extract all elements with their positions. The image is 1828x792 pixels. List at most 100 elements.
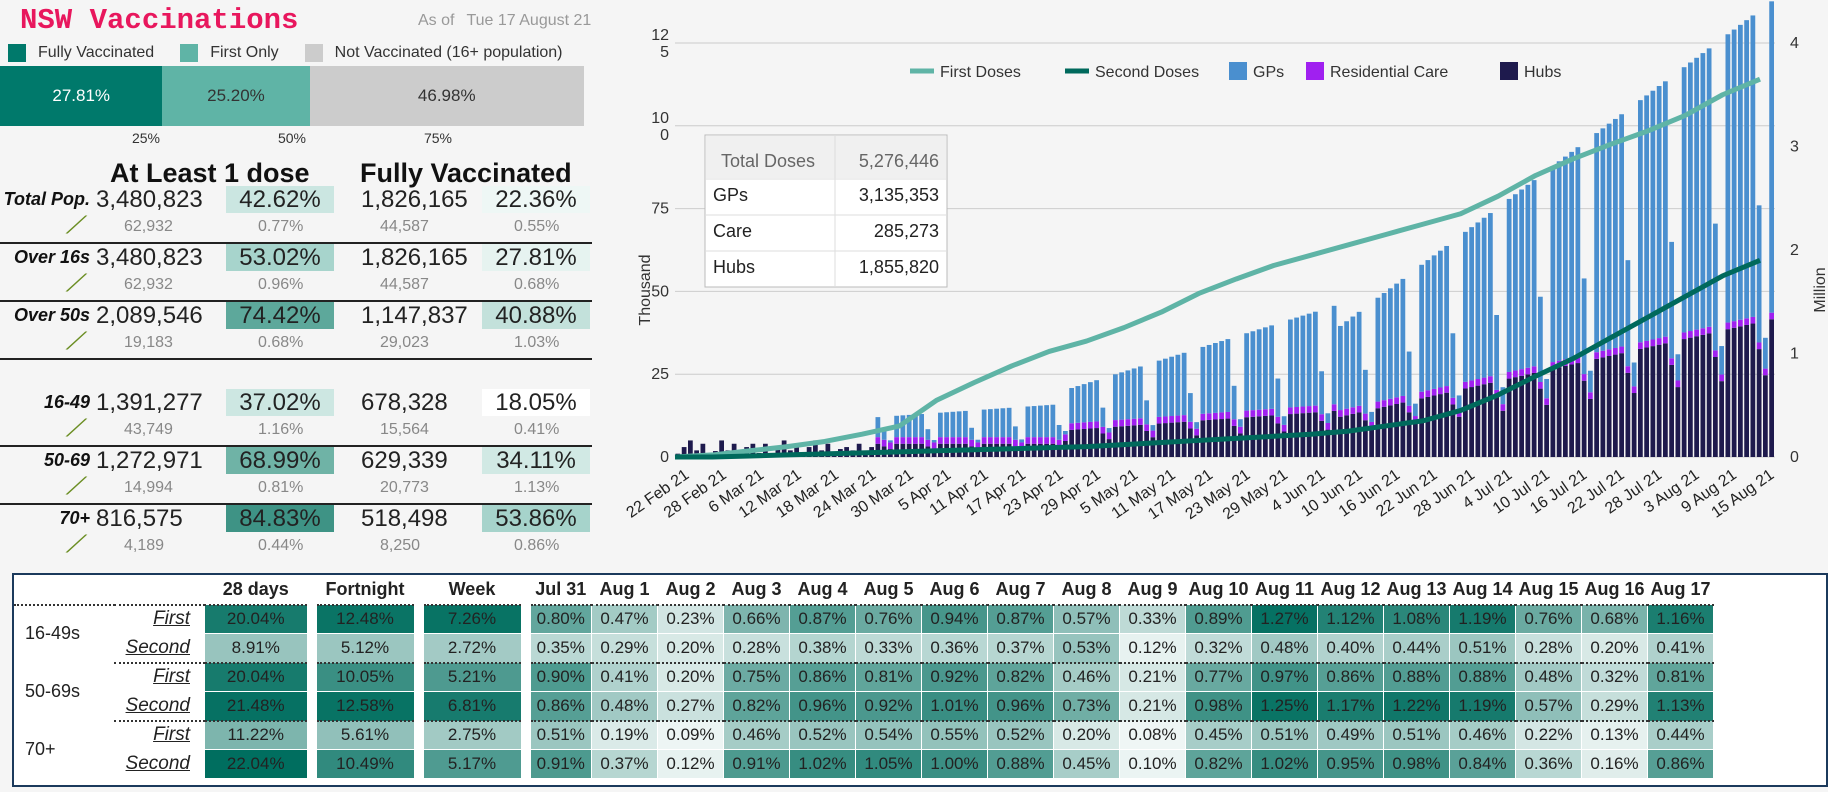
chart-bar [1206,344,1212,414]
chart-bar [1169,356,1174,417]
rate-cell: 0.86% [525,691,592,722]
matrix-header: Aug 9 [1119,575,1186,605]
chart-bar [1638,100,1643,343]
chart-bar [1144,400,1149,425]
chart-bar [1181,415,1187,422]
chart-bar [1131,368,1137,419]
chart-bar [700,443,706,457]
chart-bar [1194,435,1199,457]
chart-bar [1050,437,1056,444]
chart-bar [1138,424,1143,457]
full-daily: 29,023 [380,334,429,351]
rate-cell: 0.48% [1515,662,1582,692]
rate-cell: 0.76% [1515,604,1582,634]
chart-bar [1744,324,1749,457]
rate-cell: 0.66% [723,604,790,634]
full-daily-pct: 0.55% [514,218,560,235]
legend-bar-swatch [1500,62,1518,80]
rate-cell: 0.52% [987,720,1054,750]
chart-bar [975,439,981,443]
rate-cell: 6.81% [418,691,531,722]
rate-cell: 2.72% [418,633,531,664]
chart-bar [1750,323,1756,457]
rate-cell: 10.05% [311,662,424,692]
chart-bar [1700,334,1706,457]
chart-bar [1431,255,1437,389]
rate-cell: 0.48% [591,691,658,722]
first-daily: 19,183 [124,334,173,351]
chart-bar [1119,426,1124,457]
chart-bar [1531,372,1537,457]
chart-bar [1756,205,1762,343]
chart-bar [1519,375,1524,457]
chart-bar [1356,412,1362,457]
chart-bar [913,414,918,438]
chart-bar [963,410,968,438]
rate-cell: 1.05% [855,749,922,779]
header-fully-vaccinated: Fully Vaccinated [360,158,572,188]
chart-bar [1275,378,1281,417]
y-left-tick: 0 [660,449,669,466]
header-first-dose: At Least 1 dose [110,158,310,188]
chart-bar [1150,437,1156,457]
chart-bar [1038,405,1043,438]
y-right-tick: 4 [1790,35,1799,52]
dose-label: Second [114,633,205,664]
full-pct: 27.81% [482,244,590,271]
chart-bar [981,437,987,444]
legend-item: Not Vaccinated (16+ population) [304,44,563,62]
rate-cell: 0.82% [987,662,1054,692]
chart-bar [963,437,968,444]
chart-bar [1594,352,1599,359]
totals-label: Care [713,221,752,241]
rate-cell: 0.33% [1119,604,1186,634]
full-count: 1,826,165 [361,244,468,271]
chart-bar [1281,431,1287,457]
chart-bar [1769,1,1774,313]
trend-arrow-icon: ⟋ [65,270,88,297]
chart-bar [1263,409,1268,416]
chart-bar [1406,405,1412,413]
chart-bar [925,439,931,447]
matrix-row: Second 22.04% 10.49% 5.17% 0.91% 0.37% 0.12% 0.… [15,749,1714,779]
chart-bar [1381,406,1387,457]
chart-bar [906,437,912,444]
rate-cell: 0.28% [723,633,790,664]
rate-cell: 0.36% [921,633,988,664]
chart-bar [1369,411,1374,422]
chart-bar [1700,53,1706,329]
rate-cell: 5.21% [418,662,531,692]
chart-bar [1381,293,1387,401]
chart-bar [1719,346,1724,375]
chart-bar [1344,321,1349,409]
rate-cell: 0.20% [657,633,724,664]
chart-bar [1394,397,1399,404]
chart-bar [1313,311,1318,406]
totals-label: Total Doses [721,151,815,171]
matrix-header: Aug 12 [1317,575,1384,605]
rate-cell: 0.57% [1515,691,1582,722]
rate-cell: 1.27% [1251,604,1318,634]
chart-bar [1500,410,1506,457]
rate-cell: 1.19% [1449,604,1516,634]
matrix-header: Aug 5 [855,575,922,605]
chart-bar [900,437,906,444]
chart-bar [994,408,999,438]
chart-bar [919,414,924,438]
chart-bar [1438,394,1443,457]
chart-bar [1200,346,1206,414]
chart-bar [1238,433,1243,457]
chart-bar [1681,339,1687,457]
rate-cell: 12.48% [311,604,424,634]
chart-bar [1575,356,1581,364]
chart-bar [1188,393,1193,422]
chart-bar [1488,213,1493,377]
rate-cell: 5.17% [418,749,531,779]
full-count: 629,339 [361,447,448,474]
chart-bar [775,447,781,457]
chart-bar [1763,368,1768,376]
row-label: Over 50s [13,305,90,325]
chart-bar [1650,339,1656,347]
chart-bar [906,414,912,438]
progress-segment: 46.98% [309,66,584,126]
